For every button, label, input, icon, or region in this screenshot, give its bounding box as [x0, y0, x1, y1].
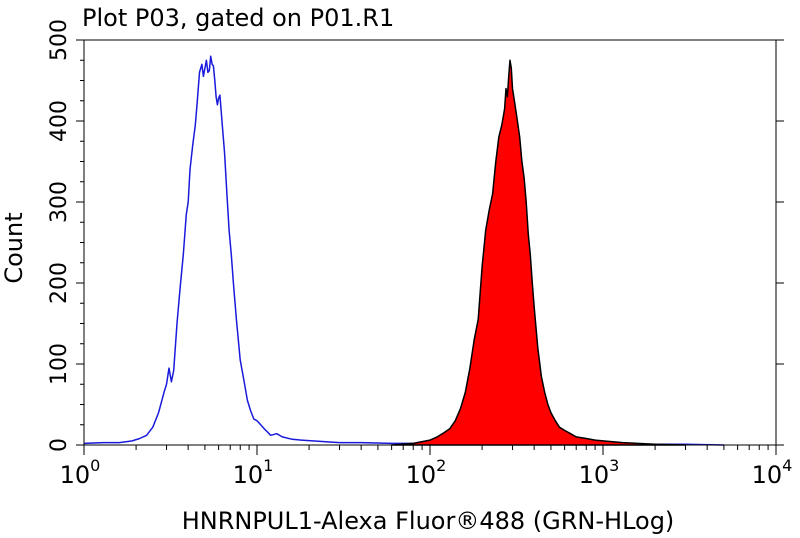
- x-tick-label: 104: [752, 456, 793, 489]
- x-axis-label: HNRNPUL1-Alexa Fluor®488 (GRN-HLog): [182, 507, 675, 535]
- y-tick-label: 300: [47, 181, 72, 223]
- x-tick-exponent: 1: [263, 456, 273, 475]
- x-tick-label: 101: [233, 456, 274, 489]
- y-tick-label: 500: [47, 19, 72, 61]
- series-layer: [83, 55, 724, 446]
- x-tick-base: 10: [579, 461, 610, 489]
- x-tick-labels: 100 101 102 103 104: [60, 456, 793, 489]
- plot-frame: [83, 39, 777, 446]
- x-tick-exponent: 4: [782, 456, 792, 475]
- x-tick-base: 10: [233, 461, 264, 489]
- histogram-outline-series: [83, 55, 724, 446]
- y-tick-label: 200: [47, 262, 72, 304]
- x-tick-label: 103: [579, 456, 620, 489]
- histogram-filled-series: [390, 59, 687, 446]
- chart-title: Plot P03, gated on P01.R1: [82, 4, 394, 32]
- y-axis-label: Count: [0, 212, 28, 283]
- x-tick-label: 102: [406, 456, 447, 489]
- y-tick-label: 400: [47, 100, 72, 142]
- y-tick-labels: 0 100 200 300 400 500: [47, 19, 72, 452]
- x-tick-exponent: 3: [609, 456, 619, 475]
- x-tick-exponent: 2: [436, 456, 446, 475]
- x-tick-label: 100: [60, 456, 101, 489]
- x-tick-exponent: 0: [90, 456, 100, 475]
- x-tick-base: 10: [406, 461, 437, 489]
- x-tick-base: 10: [752, 461, 783, 489]
- axes-layer: [76, 39, 784, 455]
- y-tick-label: 0: [47, 438, 72, 452]
- x-tick-base: 10: [60, 461, 91, 489]
- y-tick-label: 100: [47, 343, 72, 385]
